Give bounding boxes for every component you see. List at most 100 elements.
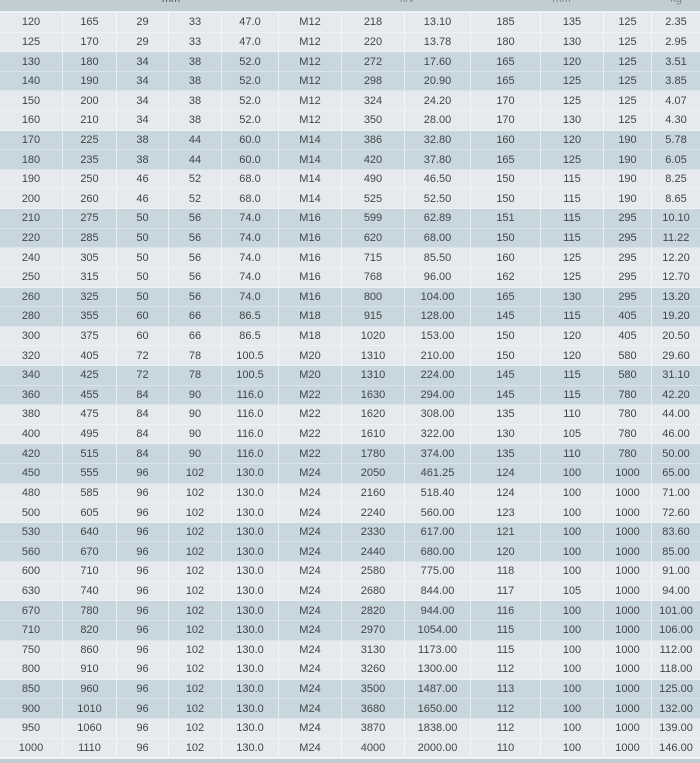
table-cell: 78 <box>169 365 222 385</box>
table-cell: 710 <box>0 620 63 640</box>
table-cell: 60 <box>117 326 169 346</box>
table-cell: 190 <box>604 150 652 169</box>
table-cell: 50.00 <box>662 447 690 460</box>
table-cell: 3680 <box>342 699 405 718</box>
table-cell: 130.0 <box>222 718 279 738</box>
table-cell: 34 <box>117 71 169 91</box>
table-cell: 740 <box>63 581 117 601</box>
table-cell: 38 <box>169 52 222 71</box>
table-cell: 68.0 <box>222 189 279 209</box>
table-cell: 915 <box>342 307 405 326</box>
table-cell: 425 <box>63 365 117 385</box>
table-cell: M12 <box>279 91 342 111</box>
table-cell: 125 <box>604 52 652 71</box>
table-cell: 500 <box>0 503 63 522</box>
table-cell: 11.22 <box>662 232 690 244</box>
table-cell: M16 <box>279 209 342 228</box>
table-cell: 135 <box>471 444 541 464</box>
table-cell: 112.00 <box>659 643 693 656</box>
table-cell: 112 <box>471 718 541 738</box>
table-row: 710 820 96 102 130.0 M24 2970 1054.00 115 100 1000… <box>0 620 700 641</box>
table-cell: 84 <box>117 385 169 405</box>
table-cell: 210 <box>0 209 63 228</box>
table-cell: M22 <box>279 385 342 405</box>
table-cell: 125 <box>604 13 652 32</box>
table-cell: 38 <box>117 130 169 150</box>
table-cell: 150 <box>471 326 541 346</box>
table-cell: 50 <box>117 209 169 228</box>
table-cell: 295 <box>604 228 652 248</box>
table-cell: 84 <box>117 444 169 464</box>
table-cell: 1000 <box>604 620 652 640</box>
table-cell: 768 <box>342 267 405 287</box>
table-cell: 96 <box>117 601 169 620</box>
table-cell: 115 <box>541 228 604 248</box>
table-cell: 200 <box>63 91 117 111</box>
table-cell: 102 <box>169 483 222 503</box>
table-cell: 90 <box>169 385 222 405</box>
table-cell: 315 <box>63 267 117 287</box>
table-cell: 295 <box>604 248 652 267</box>
table-cell: 116.0 <box>222 385 279 405</box>
table-cell: 100 <box>541 542 604 562</box>
table-cell: 374.00 <box>405 444 471 464</box>
table-cell: 8.25 <box>665 173 687 186</box>
table-cell: 224.00 <box>405 365 471 385</box>
table-cell: 220 <box>342 32 405 52</box>
table-row: 560 670 96 102 130.0 M24 2440 680.00 120 100 1000 8… <box>0 542 700 563</box>
table-cell: 130.0 <box>222 464 279 483</box>
table-cell: 780 <box>604 385 652 405</box>
table-cell: 2000.00 <box>405 738 471 758</box>
table-cell: 3.85 <box>665 75 687 88</box>
table-cell: 1173.00 <box>405 640 471 660</box>
table-cell: 1650.00 <box>405 699 471 718</box>
table-row: 260 325 50 56 74.0 M16 800 104.00 165 130 295 13.20 <box>0 287 700 308</box>
table-cell: 130.0 <box>222 483 279 503</box>
table-cell: M24 <box>279 718 342 738</box>
table-cell: 200 <box>0 189 63 209</box>
table-cell: 599 <box>342 209 405 228</box>
table-cell: 90 <box>169 405 222 424</box>
table-cell: 100 <box>541 620 604 640</box>
table-rows: 120 165 29 33 47.0 M12 218 13.10 185 135 125 2.35 12… <box>0 13 700 759</box>
table-cell: 116.0 <box>222 424 279 444</box>
table-cell: 115 <box>471 640 541 660</box>
table-cell: 580 <box>604 365 652 385</box>
table-cell: 91.00 <box>662 565 690 578</box>
table-cell: 4.30 <box>665 114 687 127</box>
table-cell: 461.25 <box>405 464 471 483</box>
table-cell: 1000 <box>604 718 652 738</box>
table-cell: 115 <box>541 209 604 228</box>
table-cell: 2580 <box>342 562 405 581</box>
table-cell: 2240 <box>342 503 405 522</box>
table-cell: 72.60 <box>662 506 690 519</box>
table-cell: 1000 <box>604 562 652 581</box>
table-cell: 300 <box>0 326 63 346</box>
table-cell: 2050 <box>342 464 405 483</box>
table-cell: 2970 <box>342 620 405 640</box>
table-cell: 102 <box>169 699 222 718</box>
table-cell: 96 <box>117 738 169 758</box>
table-cell: 96 <box>117 660 169 679</box>
table-cell: 420 <box>342 150 405 169</box>
table-row: 340 425 72 78 100.5 M20 1310 224.00 145 115 580 31.… <box>0 365 700 386</box>
table-cell: M16 <box>279 248 342 267</box>
table-cell: 375 <box>63 326 117 346</box>
table-cell: 525 <box>342 189 405 209</box>
table-cell: 2160 <box>342 483 405 503</box>
table-cell: 29 <box>117 13 169 32</box>
table-cell: 1780 <box>342 444 405 464</box>
table-cell: 113 <box>471 679 541 699</box>
table-cell: 1010 <box>63 699 117 718</box>
units-label-text: kN <box>400 0 413 5</box>
table-cell: 2.95 <box>665 35 687 48</box>
table-cell: 322.00 <box>405 424 471 444</box>
table-cell: 298 <box>342 71 405 91</box>
table-cell: 280 <box>0 307 63 326</box>
table-cell: 117 <box>471 581 541 601</box>
table-cell: 3500 <box>342 679 405 699</box>
table-cell: 31.10 <box>662 369 690 382</box>
table-cell: 47.0 <box>222 32 279 52</box>
table-cell: 125 <box>604 111 652 130</box>
table-cell: 150 <box>471 169 541 189</box>
